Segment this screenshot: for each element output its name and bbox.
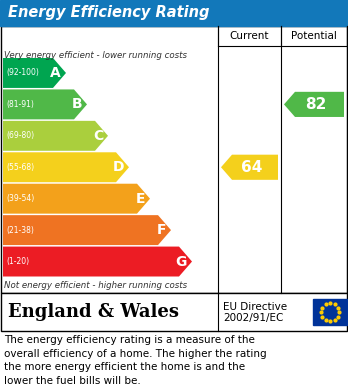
Text: Potential: Potential	[291, 31, 337, 41]
Text: (81-91): (81-91)	[6, 100, 34, 109]
Text: D: D	[112, 160, 124, 174]
Polygon shape	[3, 247, 192, 276]
Text: England & Wales: England & Wales	[8, 303, 179, 321]
Polygon shape	[3, 215, 171, 245]
Text: G: G	[176, 255, 187, 269]
Text: The energy efficiency rating is a measure of the
overall efficiency of a home. T: The energy efficiency rating is a measur…	[4, 335, 267, 386]
Text: Very energy efficient - lower running costs: Very energy efficient - lower running co…	[4, 50, 187, 59]
Bar	[1, 293, 347, 331]
Polygon shape	[3, 152, 129, 182]
Text: Current: Current	[230, 31, 269, 41]
Bar	[313, 299, 347, 325]
Polygon shape	[3, 90, 87, 119]
Polygon shape	[3, 121, 108, 151]
Bar	[1, 26, 347, 293]
Text: EU Directive: EU Directive	[223, 302, 287, 312]
Text: (55-68): (55-68)	[6, 163, 34, 172]
Text: E: E	[135, 192, 145, 206]
Text: 82: 82	[305, 97, 327, 112]
Polygon shape	[284, 92, 344, 117]
Polygon shape	[221, 155, 278, 180]
Text: F: F	[157, 223, 166, 237]
Polygon shape	[3, 58, 66, 88]
Bar	[0, 0, 348, 26]
Text: Energy Efficiency Rating: Energy Efficiency Rating	[8, 5, 209, 20]
Text: B: B	[71, 97, 82, 111]
Text: 64: 64	[241, 160, 262, 175]
Text: 2002/91/EC: 2002/91/EC	[223, 313, 283, 323]
Text: (1-20): (1-20)	[6, 257, 29, 266]
Text: (69-80): (69-80)	[6, 131, 34, 140]
Text: (21-38): (21-38)	[6, 226, 34, 235]
Text: Not energy efficient - higher running costs: Not energy efficient - higher running co…	[4, 282, 187, 291]
Text: C: C	[93, 129, 103, 143]
Text: (92-100): (92-100)	[6, 68, 39, 77]
Polygon shape	[3, 184, 150, 213]
Text: (39-54): (39-54)	[6, 194, 34, 203]
Text: A: A	[50, 66, 61, 80]
